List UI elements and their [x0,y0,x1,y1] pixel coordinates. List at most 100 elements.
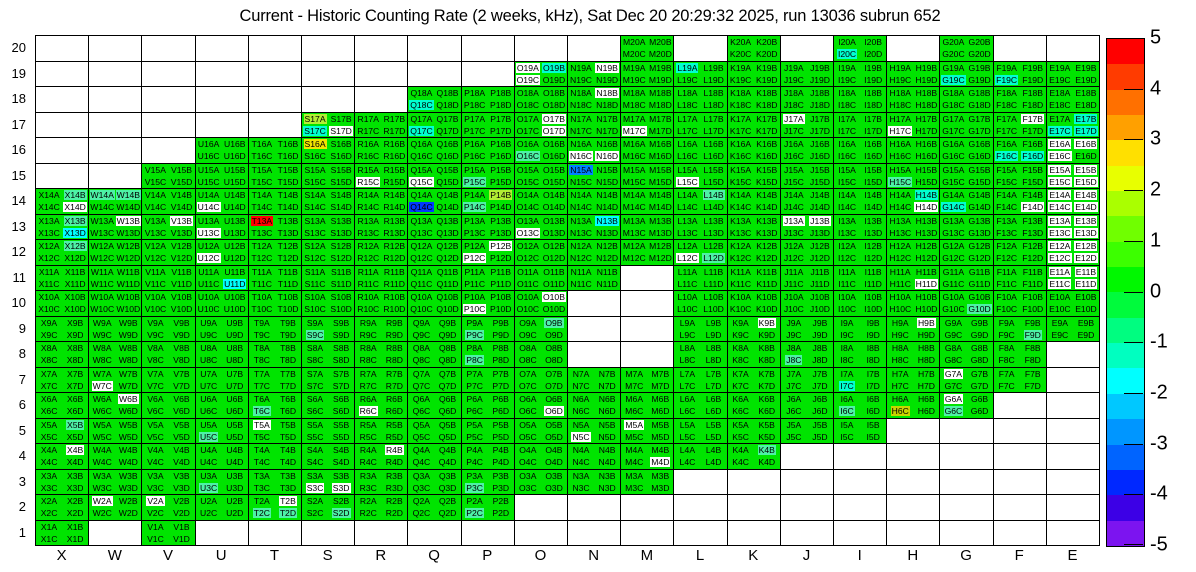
x-tick-label: X [56,547,67,564]
cell-label: E19D [1075,74,1097,85]
heatmap-cell: U9A U9B U9C U9D [195,316,249,342]
cell-label: W9B [119,317,138,328]
heatmap-cell: H7A H7B H7C H7D [887,367,941,393]
cell-label: N4A [572,445,590,456]
cell-label: O12A [516,241,539,252]
cell-label: T9B [280,317,296,328]
cell-label: T6C [252,406,271,417]
heatmap-cell: W4A W4B W4C W4D [89,444,143,470]
heatmap-cell: L19A L19B L19C L19D [674,61,728,87]
heatmap-cell [142,87,196,113]
cell-label: K12B [756,241,778,252]
cell-label: Q11B [436,266,459,277]
cell-label: G8D [970,355,989,366]
cell-label: J19D [809,74,830,85]
cell-label: L18D [703,100,724,111]
x-tick-label: S [322,547,333,564]
colorbar-band [1107,115,1144,141]
cell-label: N13D [596,227,619,238]
cell-label: F19D [1022,74,1044,85]
cell-label: X1D [66,533,84,544]
heatmap-cell: I20A I20B I20C I20D [834,36,888,62]
cell-label: R12C [357,253,380,264]
heatmap-cell: K15A K15B K15C K15D [727,163,781,189]
cell-label: K10D [755,304,778,315]
cell-label: T5B [280,419,296,430]
heatmap-cell: J7A J7B J7C J7D [780,367,834,393]
cell-label: R17C [357,125,380,136]
cell-label: R8D [385,355,403,366]
cell-label: V5C [147,431,164,442]
heatmap-cell [1046,495,1100,521]
cell-label: T14C [251,202,273,213]
cell-label: L8B [705,343,722,354]
cell-label: P2B [492,496,509,507]
heatmap-cell: P2A P2B P2C P2D [461,495,515,521]
cell-label: S7D [332,380,350,391]
heatmap-cell [36,36,90,62]
cell-label: J12C [783,253,804,264]
heatmap-cell: O9A O9B O9C O9D [514,316,568,342]
cell-label: R2B [385,496,403,507]
cell-label: X6D [66,406,84,417]
heatmap-cell: R16A R16B R16C R16D [355,138,409,164]
cell-label: P4D [492,457,510,468]
cell-label: T10B [277,292,299,303]
heatmap-cell: L16A L16B L16C L16D [674,138,728,164]
cell-label: U3D [226,482,244,493]
cell-label: P7B [492,368,509,379]
cell-label: H9A [891,317,909,328]
cell-label: S15D [330,176,352,187]
cell-label: K12A [730,241,752,252]
cell-label: R14B [383,190,406,201]
cell-label: I17B [864,113,882,124]
cell-label: M5A [624,419,645,430]
heatmap-cell [89,87,143,113]
cell-label: G11D [968,278,991,289]
heatmap-cell: L12A L12B L12C L12D [674,240,728,266]
cell-label: G20B [968,37,991,48]
cell-label: P6A [466,394,483,405]
cell-label: P14D [489,202,512,213]
cell-label: X8D [66,355,84,366]
cell-label: V12B [171,241,193,252]
cell-label: E17D [1074,125,1098,136]
cell-label: K5A [732,419,749,430]
cell-label: P14B [489,190,513,201]
heatmap-cell [1046,444,1100,470]
cell-label: I18D [864,100,883,111]
cell-label: O18A [516,88,539,99]
cell-label: F11A [996,266,1017,277]
cell-label: U14B [223,190,246,201]
heatmap-cell: O4A O4B O4C O4D [514,444,568,470]
heatmap-cell: V10A V10B V10C V10D [142,291,196,317]
cell-label: P17B [490,113,512,124]
y-tick-label: 12 [11,244,26,260]
heatmap-cell: N19A N19B N19C N19D [568,61,622,87]
cell-label: H19D [915,74,938,85]
heatmap-cell: P4A P4B P4C P4D [461,444,515,470]
cell-label: P9A [466,317,483,328]
cell-label: Q14A [410,190,433,201]
cell-label: P15B [490,164,512,175]
cell-label: S17C [303,125,327,136]
cell-label: M7D [651,380,670,391]
cell-label: O7D [545,380,563,391]
cell-label: S6A [306,394,324,405]
heatmap-cell: W5A W5B W5C W5D [89,418,143,444]
cell-label: R10D [383,304,406,315]
cell-label: I12D [864,253,883,264]
cell-label: N5D [598,431,616,442]
heatmap-cell: J8A J8B J8C J8D [780,342,834,368]
heatmap-cell: V11A V11B V11C V11D [142,265,196,291]
cell-label: J14A [784,190,804,201]
cell-label: S5C [306,431,324,442]
x-tick-label: W [107,547,122,564]
heatmap-cell: E18A E18B E18C E18D [1046,87,1100,113]
cell-label: O9B [544,317,564,328]
cell-label: P6B [492,394,509,405]
cell-label: H8A [891,343,909,354]
cell-label: I17A [838,113,856,124]
heatmap-cell [408,520,462,546]
cell-label: R6A [359,394,377,405]
